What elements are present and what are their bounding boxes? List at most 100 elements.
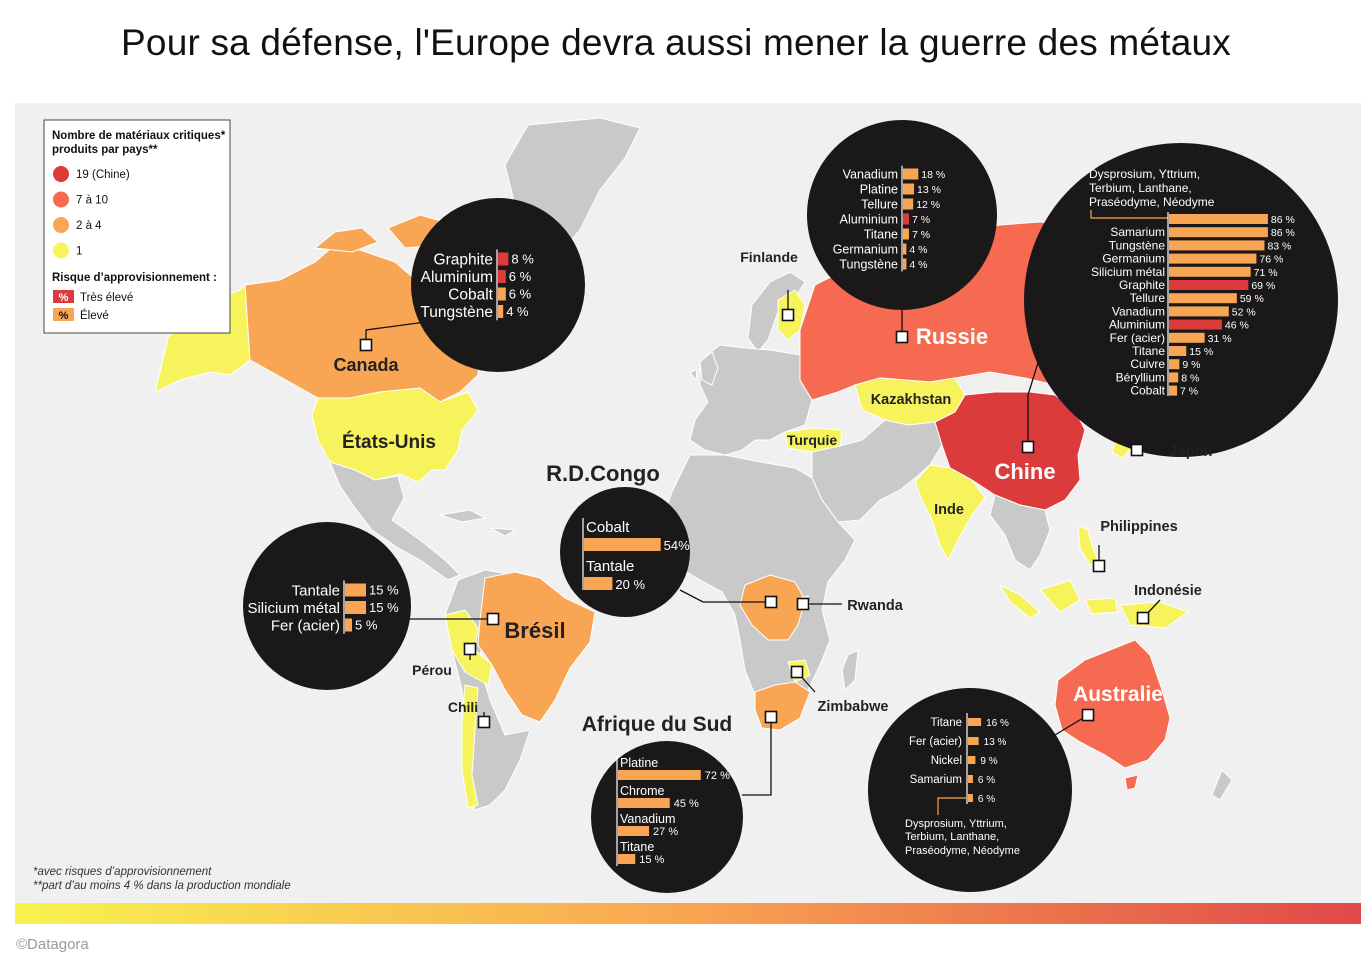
country-label-rwanda: Rwanda — [847, 598, 904, 614]
bar-name: Tungstène — [839, 258, 898, 272]
bar-name: Tantale — [586, 558, 634, 575]
bar-name: Germanium — [833, 243, 898, 257]
bubble-circle — [868, 688, 1072, 892]
bar-value: 20 % — [615, 577, 645, 592]
country-marker — [359, 338, 373, 352]
bar-value: 31 % — [1208, 333, 1232, 345]
bar-name: Aluminium — [840, 213, 898, 227]
legend-risk-symbol: % — [59, 310, 69, 322]
bar-titane — [903, 228, 909, 240]
bar-value: 4 % — [909, 244, 927, 256]
bar-nickel — [968, 756, 976, 764]
bar-tungst-ne — [1169, 240, 1265, 251]
legend-swatch — [53, 166, 69, 182]
bubble-circle — [243, 522, 411, 690]
bar-name: Cobalt — [448, 287, 493, 304]
country-marker — [781, 308, 795, 322]
country-label-chine: Chine — [994, 459, 1055, 484]
group-bracket — [1090, 210, 1168, 219]
bar-name: Tellure — [1130, 291, 1166, 305]
bubble-russie: Vanadium 18 % Platine 13 % Tellure 12 % Alumin… — [807, 120, 997, 310]
legend-risk-swatch — [53, 290, 74, 303]
bar-value: 7 % — [912, 229, 930, 241]
bar-value: 15 % — [369, 583, 399, 598]
bar-name: Béryllium — [1116, 370, 1165, 384]
bar-value: 59 % — [1240, 293, 1264, 305]
bar-value: 8 % — [511, 252, 534, 267]
legend-swatch — [53, 242, 69, 259]
legend-risk-symbol: % — [59, 292, 69, 304]
bar-aluminium — [498, 270, 506, 283]
bar-name: Platine — [860, 183, 898, 197]
group-label: Praséodyme, Néodyme — [905, 845, 1020, 857]
bar-value: 16 % — [986, 718, 1009, 729]
bar-name: Aluminium — [1109, 318, 1165, 332]
bar-tellure — [903, 198, 914, 210]
bar-name: Cuivre — [1130, 357, 1165, 371]
bar-value: 76 % — [1259, 254, 1283, 266]
group-label: Dysprosium, Yttrium, — [1089, 167, 1200, 181]
country-marker — [764, 710, 778, 724]
bar-b-ryllium — [1169, 372, 1179, 383]
land-uk — [689, 351, 719, 386]
bar-value: 71 % — [1254, 267, 1278, 279]
country-label-rdcongo: R.D.Congo — [546, 461, 660, 486]
bar-name: Nickel — [931, 755, 962, 767]
group-label: Terbium, Lanthane, — [1089, 181, 1192, 195]
bar-aluminium — [903, 213, 909, 225]
country-marker — [1130, 443, 1144, 457]
land-tasmania — [1124, 774, 1139, 791]
country-marker — [796, 597, 810, 611]
country-label-bresil: Brésil — [504, 618, 565, 643]
legend-level-label: 2 à 4 — [76, 220, 102, 232]
land-caribbean — [439, 509, 517, 537]
bar-cobalt — [584, 538, 661, 551]
bar-value: 15 % — [369, 600, 399, 615]
bar-value: 4 % — [909, 259, 927, 271]
legend-risk-swatch — [53, 308, 74, 321]
legend-swatch — [53, 191, 69, 208]
group-label: Terbium, Lanthane, — [905, 831, 999, 843]
country-label-chili: Chili — [448, 699, 478, 715]
bar-silicium-m-tal — [345, 601, 366, 614]
group-label: Dysprosium, Yttrium, — [905, 818, 1007, 830]
country-marker — [895, 330, 909, 344]
credit: ©Datagora — [16, 936, 89, 953]
bar-name: Aluminium — [421, 269, 493, 286]
legend-heading: Nombre de matériaux critiques* — [52, 130, 226, 142]
bar-value: 83 % — [1267, 240, 1291, 252]
bar-value: 86 % — [1271, 214, 1295, 226]
bar-samarium — [968, 775, 973, 783]
bar-value: 9 % — [980, 756, 997, 767]
bar-name: Samarium — [1110, 225, 1165, 239]
bar-value: 15 % — [1189, 346, 1213, 358]
bar-value: 15 % — [639, 854, 664, 866]
country-marker — [477, 715, 491, 729]
legend-heading-2: produits par pays** — [52, 144, 158, 156]
country-label-australie: Australie — [1073, 683, 1163, 706]
country-label-japon: Japon — [1170, 444, 1213, 460]
bar-value: 12 % — [916, 199, 940, 211]
group-label: Praséodyme, Néodyme — [1089, 195, 1215, 209]
bar-name: Platine — [620, 756, 658, 770]
bar-name: Vanadium — [620, 812, 675, 826]
bar-name: Vanadium — [1112, 304, 1165, 318]
bar-name: Germanium — [1102, 252, 1165, 266]
bubble-australie: Titane 16 % Fer (acier) 13 % Nickel 9 % Samari… — [868, 688, 1072, 892]
bar-value: 13 % — [984, 737, 1007, 748]
country-label-finlande: Finlande — [740, 249, 798, 265]
legend-level-label: 19 (Chine) — [76, 169, 130, 181]
bar-germanium — [903, 243, 907, 255]
bar-vanadium — [618, 826, 650, 836]
bubble-bresil: Tantale 15 % Silicium métal 15 % Fer (acier)… — [243, 522, 411, 690]
bar-fer-acier- — [968, 737, 979, 745]
bar-value: 54% — [664, 538, 690, 553]
bar-name: Tantale — [292, 582, 340, 599]
bar-samarium — [1169, 227, 1268, 238]
bar-value: 8 % — [1181, 372, 1199, 384]
bar-vanadium — [1169, 306, 1229, 317]
country-label-usa: États-Unis — [342, 431, 436, 453]
land-madagascar — [841, 649, 859, 692]
bubble-rdcongo: Cobalt 54% Tantale 20 % — [560, 487, 690, 617]
